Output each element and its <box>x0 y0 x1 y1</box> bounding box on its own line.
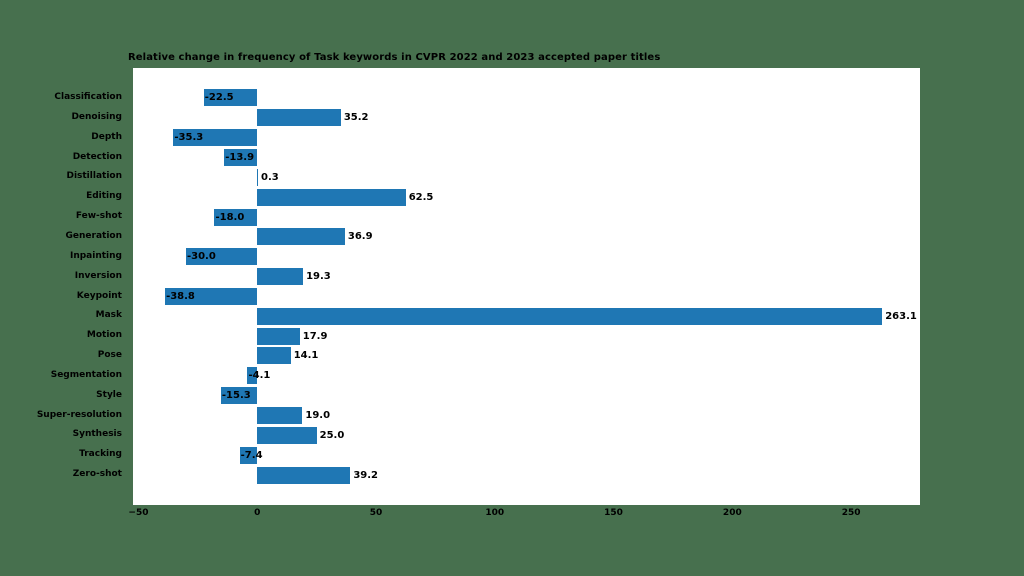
bar-row: 14.1 <box>133 346 920 366</box>
y-tick-label: Motion <box>86 330 122 341</box>
y-tick-label: Generation <box>65 230 123 241</box>
value-label: -38.8 <box>166 290 195 302</box>
bar-distillation <box>257 168 259 186</box>
plot-area: -22.5 35.2 -35.3 -13.9 0.3 62.5 -18.0 36.9 -30.0… <box>133 68 920 505</box>
value-label: -22.5 <box>204 92 234 104</box>
x-tick-label: 100 <box>485 508 505 518</box>
bar-generation <box>257 228 345 246</box>
bar-depth <box>173 129 258 147</box>
bar-row: -4.1 <box>133 366 920 386</box>
value-label: 62.5 <box>408 191 434 203</box>
value-label: -18.0 <box>215 211 245 223</box>
x-tick-label: 150 <box>604 508 623 518</box>
value-label: -13.9 <box>225 151 255 163</box>
value-label: -35.3 <box>174 132 204 144</box>
y-tick-label: Denoising <box>71 111 122 122</box>
y-tick-label: Keypoint <box>76 290 122 301</box>
value-label: 17.9 <box>302 330 328 342</box>
bar-synthesis <box>257 426 317 444</box>
y-tick-label: Zero-shot <box>72 469 122 480</box>
bar-row: 263.1 <box>133 306 920 326</box>
bar-row: 17.9 <box>133 326 920 346</box>
y-tick-label: Mask <box>95 310 122 321</box>
bar-motion <box>257 327 300 345</box>
value-label: -30.0 <box>186 251 216 263</box>
bar-row: -22.5 <box>133 88 920 108</box>
x-tick-label: 50 <box>369 508 383 518</box>
y-tick-label: Super-resolution <box>36 409 122 420</box>
y-tick-label: Tracking <box>79 449 122 460</box>
bar-detection <box>224 148 258 166</box>
bar-segmentation <box>247 367 258 385</box>
bar-few-shot <box>214 208 258 226</box>
bar-inversion <box>257 268 304 286</box>
bar-keypoint <box>165 287 258 305</box>
bar-tracking <box>239 446 258 464</box>
y-tick-label: Style <box>96 389 122 400</box>
y-tick-label: Synthesis <box>72 429 122 440</box>
x-tick-label: 0 <box>254 508 261 518</box>
x-tick-label: 250 <box>841 508 861 518</box>
bar-row: -13.9 <box>133 148 920 168</box>
bar-editing <box>257 188 406 206</box>
bar-row: -7.4 <box>133 445 920 465</box>
chart-title: Relative change in frequency of Task key… <box>128 52 661 63</box>
bar-mask <box>257 307 883 325</box>
bar-row: -18.0 <box>133 207 920 227</box>
y-tick-label: Few-shot <box>75 211 122 222</box>
bar-row: 0.3 <box>133 167 920 187</box>
bar-row: 19.3 <box>133 267 920 287</box>
bar-style <box>220 387 258 405</box>
value-label: 14.1 <box>293 350 319 362</box>
value-label: 0.3 <box>261 171 279 183</box>
value-label: 35.2 <box>343 112 369 124</box>
bar-inpainting <box>185 248 258 266</box>
value-label: 25.0 <box>319 429 345 441</box>
bar-row: 19.0 <box>133 406 920 426</box>
y-tick-label: Depth <box>91 131 122 142</box>
bar-classification <box>203 89 258 107</box>
y-tick-label: Inpainting <box>69 250 122 261</box>
bar-row: 35.2 <box>133 108 920 128</box>
y-tick-label: Distillation <box>66 171 122 182</box>
y-tick-label: Classification <box>54 92 122 102</box>
y-tick-label: Detection <box>72 151 122 162</box>
value-label: -4.1 <box>248 370 271 382</box>
x-tick-label: 200 <box>722 508 742 518</box>
bar-row: -30.0 <box>133 247 920 267</box>
value-label: 39.2 <box>353 469 379 481</box>
bar-row: 25.0 <box>133 425 920 445</box>
value-label: -15.3 <box>221 390 251 402</box>
x-tick-label: −50 <box>128 508 149 518</box>
bar-row: 39.2 <box>133 465 920 485</box>
y-tick-label: Pose <box>97 350 122 361</box>
bar-row: -15.3 <box>133 386 920 406</box>
bar-row: -38.8 <box>133 287 920 307</box>
bar-row: 62.5 <box>133 187 920 207</box>
x-axis-labels: −50 0 50 100 150 200 250 <box>128 508 920 524</box>
bar-row: 36.9 <box>133 227 920 247</box>
value-label: 19.0 <box>305 410 331 422</box>
y-tick-label: Editing <box>86 191 122 202</box>
bar-denoising <box>257 109 341 127</box>
y-tick-label: Inversion <box>74 270 122 281</box>
bar-zero-shot <box>257 466 351 484</box>
y-axis-labels: Classification Denoising Depth Detection Dis… <box>0 68 128 505</box>
bar-super-resolution <box>257 407 303 425</box>
value-label: 263.1 <box>885 310 917 322</box>
bar-row: -35.3 <box>133 128 920 148</box>
value-label: 36.9 <box>347 231 373 243</box>
value-label: -7.4 <box>240 449 263 461</box>
y-tick-label: Segmentation <box>50 369 122 380</box>
value-label: 19.3 <box>306 271 331 283</box>
bar-pose <box>257 347 291 365</box>
